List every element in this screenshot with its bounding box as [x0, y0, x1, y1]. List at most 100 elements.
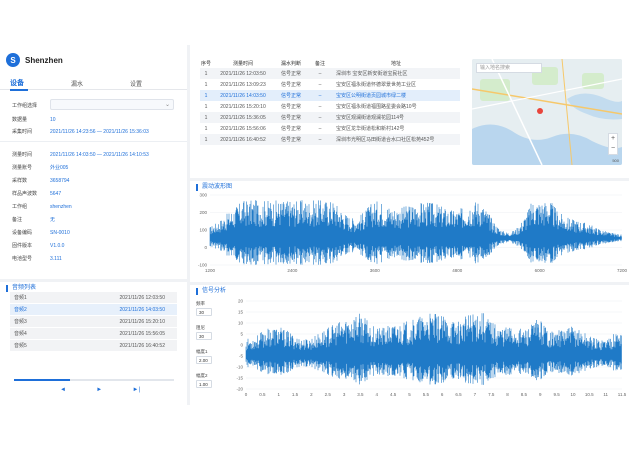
y-tick-label: -15 [236, 376, 243, 381]
records-panel: 序号 测量时间 漏水判断 备注 地址 1 2021/11/26 12:03:50 信号正常 –… [190, 45, 629, 178]
audio-list-title: 音频列表 [6, 285, 36, 292]
info-row: 数据量 10 [12, 117, 56, 123]
freq-stepper[interactable]: 30 [196, 308, 212, 316]
table-row[interactable]: 1 2021/11/26 15:56:06 信号正常 – 宝安区龙华街道松和新村142号 [204, 125, 405, 133]
tab-leak[interactable]: 漏水 [71, 82, 84, 88]
x-tick-label: 7200 [617, 268, 628, 273]
x-tick-label: 4800 [452, 268, 463, 273]
table-header: 序号 测量时间 漏水判断 备注 地址 [200, 61, 401, 67]
previous-icon[interactable]: ◄ [60, 387, 66, 393]
tab-settings[interactable]: 设置 [130, 82, 143, 88]
table-row[interactable]: 1 2021/11/26 13:09:23 信号正常 – 宝安区福永街道怀德翠景世苑工业… [204, 81, 417, 89]
x-tick-label: 3600 [370, 268, 381, 273]
y-tick-label: 0 [240, 343, 243, 348]
list-item[interactable]: 音频5 2021/11/26 16:40:52 [10, 340, 177, 352]
amp2-stepper[interactable]: 1.00 [196, 380, 212, 388]
analysis-panel: 信号分析 频率 30 阻尼 30 幅度1 2.00 幅度2 1.00 20 15 10 5 0-… [190, 285, 629, 405]
info-row: 固件版本 V1.0.0 [12, 243, 65, 249]
table-row[interactable]: 1 2021/11/26 14:03:50 信号正常 – 宝安区公明街道页园城市绿二楼 [200, 90, 460, 101]
freq-control: 频率 30 [196, 301, 212, 316]
tab-device[interactable]: 设备 [10, 80, 24, 87]
amp1-control: 幅度1 2.00 [196, 349, 212, 364]
analysis-waveform-series [245, 313, 622, 385]
x-tick-label: 3 [343, 392, 346, 397]
x-tick-label: 11 [603, 392, 608, 397]
table-row[interactable]: 1 2021/11/26 15:20:10 信号正常 – 宝安区福永街道福围路星委会路1… [204, 103, 417, 111]
info-row: 采集时间 2021/11/26 14:23:56 — 2021/11/26 15:… [12, 129, 149, 135]
y-tick-label: -10 [236, 365, 243, 370]
app-window: S Shenzhen 设备 漏水 设置 工作组选择 ⌄ 数据量 10 采集时间 20… [0, 45, 629, 405]
vibration-waveform-series [209, 200, 622, 265]
map-canvas [472, 59, 622, 165]
audio-list-panel: 音频列表 音频1 2021/11/26 12:03:50 音频2 2021/11/2… [0, 282, 187, 405]
info-row: 电池型号 3.111 [12, 256, 62, 262]
amp2-control: 幅度2 1.00 [196, 373, 212, 388]
x-tick-label: 7 [474, 392, 477, 397]
map-zoom-control[interactable]: + − [608, 133, 618, 155]
x-tick-label: 10.5 [585, 392, 594, 397]
list-item[interactable]: 音频4 2021/11/26 15:56:05 [10, 328, 177, 340]
map-marker-icon [537, 108, 543, 114]
damping-stepper[interactable]: 30 [196, 332, 212, 340]
chevron-down-icon: ⌄ [164, 102, 170, 108]
map-search-input[interactable]: 输入地名搜索 [476, 63, 542, 73]
list-item[interactable]: 音频1 2021/11/26 12:03:50 [10, 292, 177, 304]
map-view[interactable]: 输入地名搜索 + − 500 [472, 59, 622, 165]
y-tick-label: 100 [199, 228, 207, 233]
play-icon[interactable]: ► [96, 387, 103, 393]
playback-progress[interactable] [14, 379, 174, 381]
x-tick-label: 1.5 [292, 392, 299, 397]
x-tick-label: 5.5 [423, 392, 430, 397]
info-row: 工作组 shenzhen [12, 204, 72, 210]
amp1-stepper[interactable]: 2.00 [196, 356, 212, 364]
y-tick-label: 200 [199, 210, 207, 215]
y-tick-label: 20 [238, 299, 244, 304]
y-tick-label: -5 [239, 354, 243, 359]
table-row[interactable]: 1 2021/11/26 16:40:52 信号正常 – 深圳市光明区马田街道合水口社区… [200, 134, 460, 145]
x-tick-label: 10 [570, 392, 576, 397]
group-select-label: 工作组选择 [12, 103, 38, 109]
x-tick-label: 0 [245, 392, 248, 397]
x-tick-label: 4 [376, 392, 379, 397]
x-tick-label: 6.5 [455, 392, 462, 397]
x-tick-label: 0.5 [259, 392, 266, 397]
table-row[interactable]: 1 2021/11/26 15:36:05 信号正常 – 宝安区观澜街道观澜花园114号 [200, 112, 460, 123]
app-name: Shenzhen [25, 55, 63, 65]
damping-control: 阻尼 30 [196, 325, 212, 340]
y-tick-label: -100 [198, 263, 208, 268]
y-tick-label: 5 [240, 332, 243, 337]
divider [0, 141, 187, 142]
x-tick-label: 5 [408, 392, 411, 397]
x-tick-label: 2.5 [325, 392, 332, 397]
brand: S Shenzhen [6, 53, 63, 67]
app-logo: S [6, 53, 20, 67]
x-tick-label: 9 [539, 392, 542, 397]
list-item[interactable]: 音频2 2021/11/26 14:03:50 [10, 304, 177, 316]
audio-list: 音频1 2021/11/26 12:03:50 音频2 2021/11/26 14:… [10, 292, 177, 352]
info-row: 测量账号 外业005 [12, 165, 69, 171]
group-select[interactable]: ⌄ [50, 99, 174, 110]
y-tick-label: 0 [204, 245, 207, 250]
vibration-title: 震动波形图 [196, 184, 232, 191]
list-item[interactable]: 音频3 2021/11/26 15:20:10 [10, 316, 177, 328]
y-tick-label: 10 [238, 321, 244, 326]
records-table: 序号 测量时间 漏水判断 备注 地址 1 2021/11/26 12:03:50 信号正常 –… [200, 59, 460, 145]
x-tick-label: 11.5 [618, 392, 627, 397]
next-icon[interactable]: ►| [132, 387, 141, 393]
table-row[interactable]: 1 2021/11/26 12:03:50 信号正常 – 深圳市 宝安区新安街道宝民社区 [200, 68, 460, 79]
map-scale-label: 500 [612, 158, 619, 163]
info-row: 测量时间 2021/11/26 14:03:50 — 2021/11/26 14:… [12, 152, 149, 158]
x-tick-label: 1 [277, 392, 280, 397]
info-row: 采样数 3658794 [12, 178, 70, 184]
zoom-in-icon[interactable]: + [610, 135, 616, 142]
playback-controls: ◄ ► ►| [60, 387, 140, 393]
x-tick-label: 2400 [287, 268, 298, 273]
x-tick-label: 6000 [535, 268, 546, 273]
zoom-out-icon[interactable]: − [610, 145, 616, 152]
x-tick-label: 8 [506, 392, 509, 397]
x-tick-label: 4.5 [390, 392, 397, 397]
x-tick-label: 3.5 [357, 392, 364, 397]
progress-fill [14, 379, 70, 381]
